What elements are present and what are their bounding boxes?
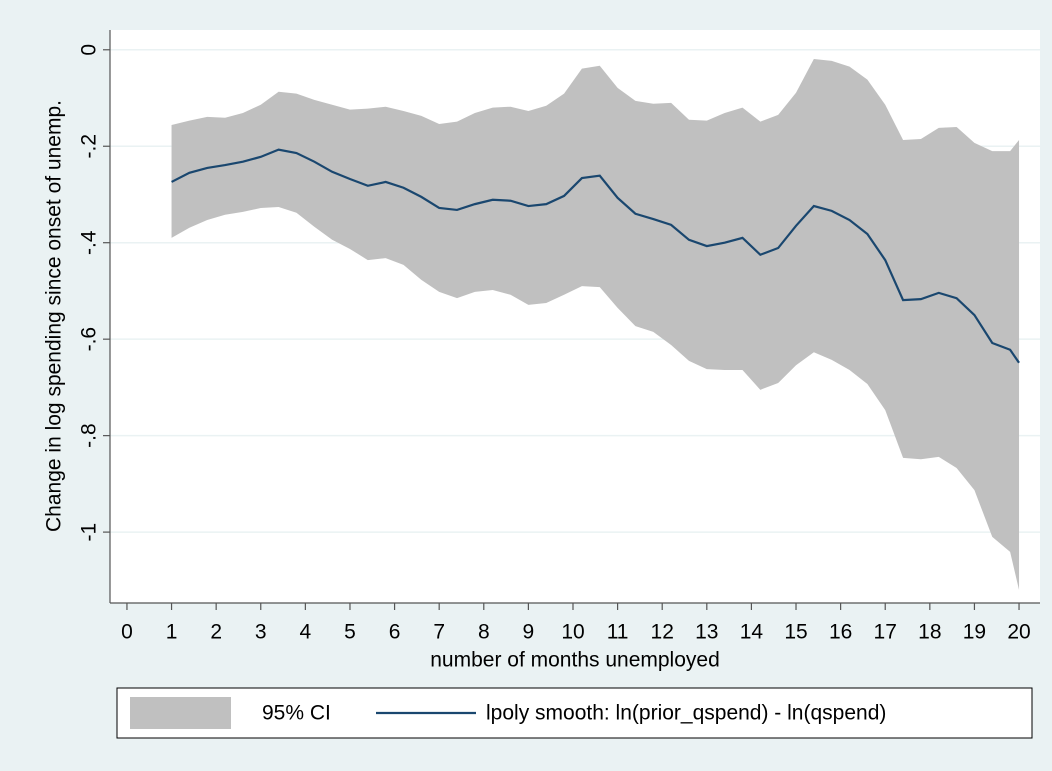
y-axis-label: Change in log spending since onset of un… [43,100,66,532]
y-tick-label: 0 [78,44,101,56]
x-tick-label: 18 [918,621,941,644]
x-axis-label: number of months unemployed [430,649,720,672]
x-tick-label: 13 [695,621,718,644]
x-tick-label: 2 [210,621,222,644]
x-tick-label: 11 [607,621,629,644]
legend-label: 95% CI [262,702,331,725]
y-tick-label: -1 [78,523,101,542]
x-tick-label: 16 [829,621,852,644]
legend-swatch [130,697,231,729]
x-tick-label: 3 [255,621,267,644]
y-tick-label: -.8 [78,423,101,448]
legend-box [116,687,1033,739]
x-tick-label: 8 [478,621,490,644]
x-tick-label: 10 [561,621,584,644]
x-tick-label: 17 [874,621,897,644]
x-tick-label: 6 [389,621,401,644]
x-tick-label: 1 [166,621,178,644]
legend: 95% CI lpoly smooth: ln(prior_qspend) - l… [116,687,1033,739]
legend-label: lpoly smooth: ln(prior_qspend) - ln(qspe… [486,702,886,725]
y-tick-label: -.4 [78,230,101,255]
x-tick-label: 5 [344,621,356,644]
x-tick-label: 12 [651,621,674,644]
y-tick-label: -.2 [78,134,101,159]
x-tick-label: 9 [523,621,535,644]
smooth-line [171,148,1020,364]
x-tick-label: 7 [433,621,445,644]
x-tick-label: 4 [300,621,312,644]
x-tick-label: 19 [963,621,986,644]
y-tick-label: -.6 [78,327,101,352]
x-tick-label: 0 [121,621,133,644]
x-tick-label: 14 [740,621,764,644]
x-tick-label: 15 [784,621,807,644]
confidence-band [171,58,1020,590]
x-tick-label: 20 [1007,621,1030,644]
